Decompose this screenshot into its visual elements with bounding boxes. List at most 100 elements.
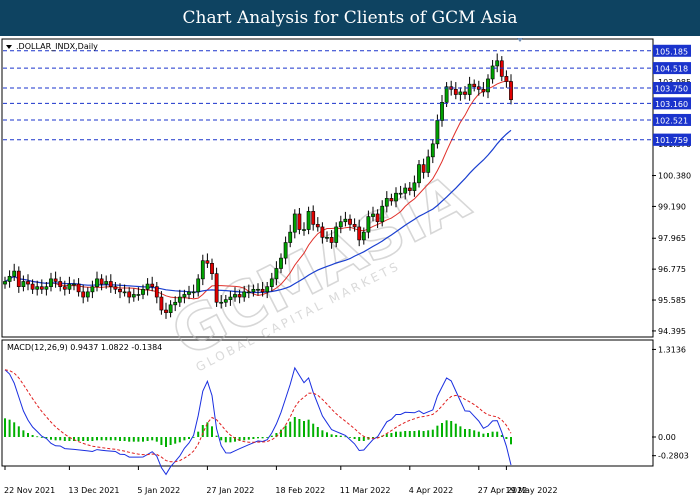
candle-body <box>481 89 486 93</box>
candle-body <box>389 198 394 202</box>
macd-histogram-bar <box>275 433 278 437</box>
candle-body <box>329 237 334 243</box>
level-label-box <box>653 82 691 95</box>
candle-body <box>95 278 99 287</box>
macd-histogram-bar <box>408 431 411 437</box>
macd-histogram-bar <box>385 433 388 437</box>
macd-histogram-bar <box>418 430 420 437</box>
date-tick-label: 18 Feb 2022 <box>275 486 325 495</box>
macd-tick-label: -0.2803 <box>658 452 689 461</box>
candle-body <box>490 65 495 80</box>
macd-histogram-bar <box>4 418 6 437</box>
macd-histogram-bar <box>13 422 16 437</box>
macd-histogram-bar <box>50 437 52 440</box>
macd-histogram-bar <box>82 437 85 441</box>
macd-histogram-bar <box>390 433 393 437</box>
symbol-label: .DOLLAR_INDX,Daily <box>16 42 98 51</box>
candle-body <box>338 221 343 228</box>
level-label-box <box>653 44 691 57</box>
candle-body <box>72 283 76 286</box>
candle-body <box>375 213 380 223</box>
candle-body <box>412 182 417 191</box>
macd-histogram-bar <box>362 437 365 441</box>
macd-histogram-bar <box>454 423 457 437</box>
candle-body <box>394 192 398 202</box>
candle-body <box>472 83 477 88</box>
candle-body <box>49 278 53 287</box>
candles <box>3 53 513 319</box>
price-tick-label: 94.395 <box>658 327 686 336</box>
price-chart: GCMASIA GLOBAL CAPITAL MARKETS 105.18510… <box>1 38 691 495</box>
candle-body <box>154 286 159 298</box>
date-tick-label: 19 May 2022 <box>505 486 557 495</box>
macd-tick-label: 0.00 <box>658 433 676 442</box>
candle-body <box>297 213 302 230</box>
macd-histogram-bar <box>395 431 397 437</box>
macd-histogram-bar <box>68 437 71 441</box>
level-label-box <box>653 133 691 146</box>
candle-body <box>357 226 362 241</box>
symbol-dropdown-icon[interactable] <box>6 45 12 49</box>
candle-body <box>495 60 500 67</box>
macd-histogram-bar <box>270 435 273 437</box>
candle-body <box>315 224 320 228</box>
candle-body <box>246 291 251 294</box>
price-tick-label: 95.585 <box>658 296 686 305</box>
candle-body <box>288 231 293 243</box>
macd-histogram-bar <box>353 437 356 439</box>
candle-body <box>62 286 67 290</box>
candle-body <box>256 288 260 291</box>
candle-body <box>279 257 283 269</box>
candle-body <box>384 198 389 207</box>
candle-body <box>113 286 118 290</box>
candle-body <box>39 286 44 290</box>
macd-histogram-bar <box>280 429 282 437</box>
macd-histogram-bar <box>59 437 62 441</box>
candle-body <box>269 278 274 287</box>
macd-histogram-bar <box>220 437 223 441</box>
macd-histogram-bar <box>100 437 103 441</box>
candle-body <box>260 288 265 293</box>
candle-body <box>403 187 408 194</box>
macd-histogram-bar <box>482 433 485 437</box>
macd-histogram-bar <box>142 437 144 442</box>
macd-histogram-bar <box>436 425 439 437</box>
candle-body <box>398 192 403 195</box>
macd-histogram-bar <box>174 437 177 444</box>
level-label-box <box>653 62 691 75</box>
candle-body <box>223 299 228 303</box>
level-label: 103.750 <box>655 85 688 94</box>
macd-signal-line <box>4 369 512 463</box>
candle-body <box>509 81 513 101</box>
macd-histogram-bar <box>298 419 301 437</box>
candle-body <box>16 270 21 287</box>
candle-body <box>320 226 325 238</box>
candle-body <box>210 262 214 274</box>
candle-body <box>76 283 81 293</box>
macd-histogram-bar <box>266 437 269 438</box>
macd-tick-label: 1.3136 <box>658 345 686 354</box>
candle-body <box>421 164 426 173</box>
macd-histogram-bar <box>63 437 66 441</box>
macd-histogram-bar <box>40 437 43 438</box>
macd-histogram-bar <box>155 437 158 442</box>
candle-body <box>467 83 472 95</box>
candle-body <box>90 286 95 293</box>
price-axis: 100.380 99.190 97.965 96.775 95.585 94.395 103… <box>652 78 691 336</box>
macd-histogram-bar <box>445 420 448 437</box>
macd-histogram-bar <box>312 423 315 437</box>
macd-histogram-bar <box>109 437 112 441</box>
macd-histogram-bar <box>335 435 338 437</box>
macd-histogram-bar <box>293 417 296 437</box>
candle-body <box>325 237 329 239</box>
macd-histogram-bar <box>137 437 140 442</box>
shift-marker-icon <box>517 38 523 42</box>
macd-histogram-bar <box>399 431 402 437</box>
macd-histogram-bar <box>123 437 126 441</box>
macd-histogram-bar <box>431 429 434 437</box>
candle-body <box>85 291 90 298</box>
header-bar <box>0 0 700 36</box>
candle-body <box>426 156 431 173</box>
candle-body <box>343 218 348 223</box>
macd-histogram-bar <box>31 435 34 437</box>
